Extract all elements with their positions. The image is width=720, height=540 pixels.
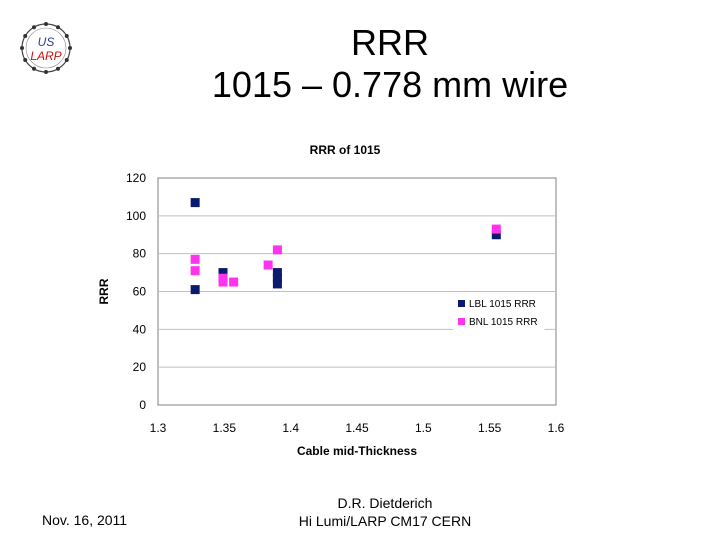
logo-inner-ring: [25, 27, 67, 69]
lbl-point: [272, 273, 282, 283]
y-axis-label: RRR: [97, 278, 111, 304]
footer-credits: D.R. Dietderich Hi Lumi/LARP CM17 CERN: [270, 494, 500, 530]
lbl-point: [218, 268, 228, 278]
logo-star: [56, 25, 60, 30]
legend-box: [453, 292, 545, 332]
lbl-point: [272, 268, 282, 278]
legend-swatch: [458, 318, 465, 325]
logo-star: [23, 34, 28, 38]
logo-star: [64, 34, 69, 38]
x-tick-label: 1.5: [415, 421, 432, 435]
footer-event: Hi Lumi/LARP CM17 CERN: [298, 513, 472, 529]
x-tick-label: 1.55: [478, 421, 502, 435]
x-tick-label: 1.45: [345, 421, 369, 435]
title-line-1: RRR: [351, 22, 429, 63]
slide-title: RRR 1015 – 0.778 mm wire: [150, 22, 630, 106]
x-axis-label: Cable mid-Thickness: [297, 444, 417, 458]
y-tick-labels: 0 20 40 60 80 100 120: [126, 171, 146, 412]
x-tick-label: 1.35: [213, 421, 237, 435]
logo-star: [64, 58, 69, 62]
y-tick-label: 100: [126, 209, 146, 223]
legend-swatch: [458, 300, 465, 307]
chart-title: RRR of 1015: [310, 143, 381, 157]
bnl-point: [272, 245, 282, 255]
footer-date: Nov. 16, 2011: [42, 512, 128, 528]
chart-legend: LBL 1015 RRR BNL 1015 RRR: [453, 292, 545, 332]
logo-text-us: US: [38, 35, 55, 49]
x-tick-labels: 1.3 1.35 1.4 1.45 1.5 1.55 1.6: [150, 421, 565, 435]
y-tick-label: 60: [133, 285, 147, 299]
lbl-point: [491, 230, 501, 240]
lbl-point: [190, 198, 200, 208]
y-tick-label: 40: [133, 322, 147, 336]
logo-star: [23, 58, 28, 62]
logo-stars: [20, 22, 72, 74]
data-points: [190, 198, 501, 295]
logo-text-larp: LARP: [30, 49, 61, 63]
logo-star: [44, 70, 48, 74]
lbl-point: [190, 285, 200, 295]
logo-star: [32, 66, 36, 71]
bnl-point: [491, 224, 501, 234]
lbl-point: [272, 279, 282, 289]
bnl-point: [263, 260, 273, 270]
footer-author: D.R. Dietderich: [337, 495, 433, 511]
bnl-point: [218, 277, 228, 287]
logo-star: [32, 25, 36, 30]
us-larp-logo: US LARP: [20, 22, 72, 74]
logo-star: [20, 46, 24, 50]
x-tick-label: 1.6: [548, 421, 565, 435]
legend-entry: LBL 1015 RRR: [469, 299, 536, 310]
logo-star: [56, 66, 60, 71]
y-tick-label: 120: [126, 171, 146, 185]
y-tick-label: 80: [133, 247, 147, 261]
bnl-point: [190, 254, 200, 264]
bnl-point: [229, 277, 239, 287]
logo-star: [44, 22, 48, 26]
legend-entry: BNL 1015 RRR: [469, 317, 538, 328]
y-tick-label: 20: [133, 360, 147, 374]
bnl-point: [190, 266, 200, 276]
logo-star: [68, 46, 72, 50]
title-line-2: 1015 – 0.778 mm wire: [211, 64, 569, 105]
x-tick-label: 1.3: [150, 421, 167, 435]
x-tick-label: 1.4: [282, 421, 299, 435]
y-tick-label: 0: [139, 398, 146, 412]
